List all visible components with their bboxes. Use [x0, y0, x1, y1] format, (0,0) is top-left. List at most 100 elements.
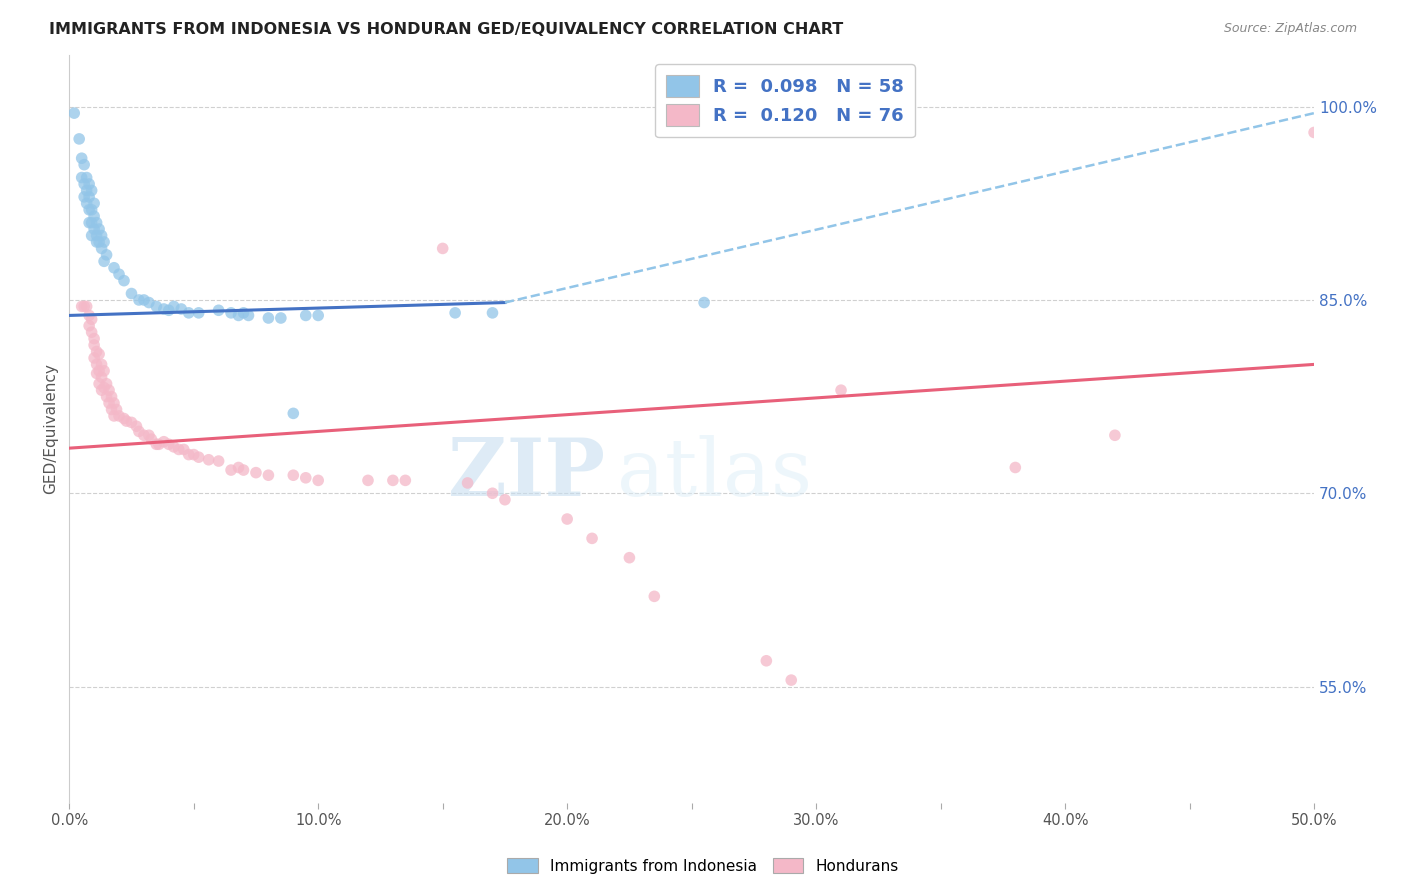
- Point: [115, 414, 138, 428]
- Point: [77, 177, 100, 191]
- Point: [100, 402, 122, 417]
- Point: [83, 332, 105, 346]
- Point: [581, 532, 603, 546]
- Point: [270, 311, 292, 326]
- Point: [157, 303, 180, 318]
- Point: [138, 295, 160, 310]
- Point: [481, 306, 503, 320]
- Point: [77, 202, 100, 217]
- Point: [132, 293, 155, 307]
- Point: [98, 396, 121, 410]
- Point: [307, 474, 329, 488]
- Point: [755, 654, 778, 668]
- Point: [167, 442, 190, 457]
- Point: [90, 370, 112, 384]
- Point: [76, 300, 98, 314]
- Point: [112, 411, 135, 425]
- Text: atlas: atlas: [617, 434, 813, 513]
- Point: [86, 235, 108, 249]
- Point: [80, 228, 103, 243]
- Legend: Immigrants from Indonesia, Hondurans: Immigrants from Indonesia, Hondurans: [502, 852, 904, 880]
- Point: [294, 309, 316, 323]
- Point: [1004, 460, 1026, 475]
- Point: [257, 311, 280, 326]
- Point: [228, 460, 250, 475]
- Point: [145, 437, 167, 451]
- Point: [83, 338, 105, 352]
- Point: [283, 468, 305, 483]
- Point: [457, 475, 479, 490]
- Point: [357, 474, 380, 488]
- Point: [103, 396, 125, 410]
- Point: [87, 376, 110, 391]
- Point: [163, 440, 186, 454]
- Point: [80, 312, 103, 326]
- Point: [132, 428, 155, 442]
- Point: [83, 196, 105, 211]
- Point: [780, 673, 803, 687]
- Point: [157, 437, 180, 451]
- Point: [555, 512, 578, 526]
- Point: [197, 452, 219, 467]
- Point: [83, 222, 105, 236]
- Point: [90, 383, 112, 397]
- Point: [153, 434, 176, 449]
- Point: [76, 196, 98, 211]
- Point: [86, 228, 108, 243]
- Point: [444, 306, 467, 320]
- Legend: R =  0.098   N = 58, R =  0.120   N = 76: R = 0.098 N = 58, R = 0.120 N = 76: [655, 64, 915, 137]
- Point: [141, 432, 163, 446]
- Point: [283, 406, 305, 420]
- Point: [394, 474, 416, 488]
- Point: [67, 132, 90, 146]
- Point: [80, 325, 103, 339]
- Point: [121, 416, 143, 430]
- Point: [80, 216, 103, 230]
- Point: [70, 170, 93, 185]
- Point: [219, 463, 242, 477]
- Point: [381, 474, 404, 488]
- Point: [112, 274, 135, 288]
- Point: [619, 550, 641, 565]
- Point: [183, 448, 205, 462]
- Point: [93, 364, 115, 378]
- Point: [128, 425, 150, 439]
- Point: [103, 260, 125, 275]
- Point: [86, 216, 108, 230]
- Point: [1303, 125, 1326, 139]
- Point: [80, 202, 103, 217]
- Point: [238, 309, 260, 323]
- Point: [245, 466, 267, 480]
- Point: [70, 151, 93, 165]
- Point: [77, 216, 100, 230]
- Point: [643, 590, 665, 604]
- Text: IMMIGRANTS FROM INDONESIA VS HONDURAN GED/EQUIVALENCY CORRELATION CHART: IMMIGRANTS FROM INDONESIA VS HONDURAN GE…: [49, 22, 844, 37]
- Point: [257, 468, 280, 483]
- Point: [83, 209, 105, 223]
- Point: [87, 364, 110, 378]
- Point: [432, 242, 454, 256]
- Point: [100, 390, 122, 404]
- Point: [108, 409, 131, 423]
- Point: [693, 295, 716, 310]
- Point: [105, 402, 128, 417]
- Point: [63, 106, 86, 120]
- Point: [128, 293, 150, 307]
- Point: [90, 228, 112, 243]
- Point: [96, 390, 118, 404]
- Point: [307, 309, 329, 323]
- Point: [77, 309, 100, 323]
- Point: [98, 383, 121, 397]
- Point: [86, 344, 108, 359]
- Point: [121, 286, 143, 301]
- Point: [294, 471, 316, 485]
- Point: [138, 428, 160, 442]
- Point: [481, 486, 503, 500]
- Point: [87, 235, 110, 249]
- Point: [83, 351, 105, 365]
- Point: [77, 318, 100, 333]
- Point: [207, 303, 229, 318]
- Point: [76, 184, 98, 198]
- Point: [77, 190, 100, 204]
- Point: [145, 300, 167, 314]
